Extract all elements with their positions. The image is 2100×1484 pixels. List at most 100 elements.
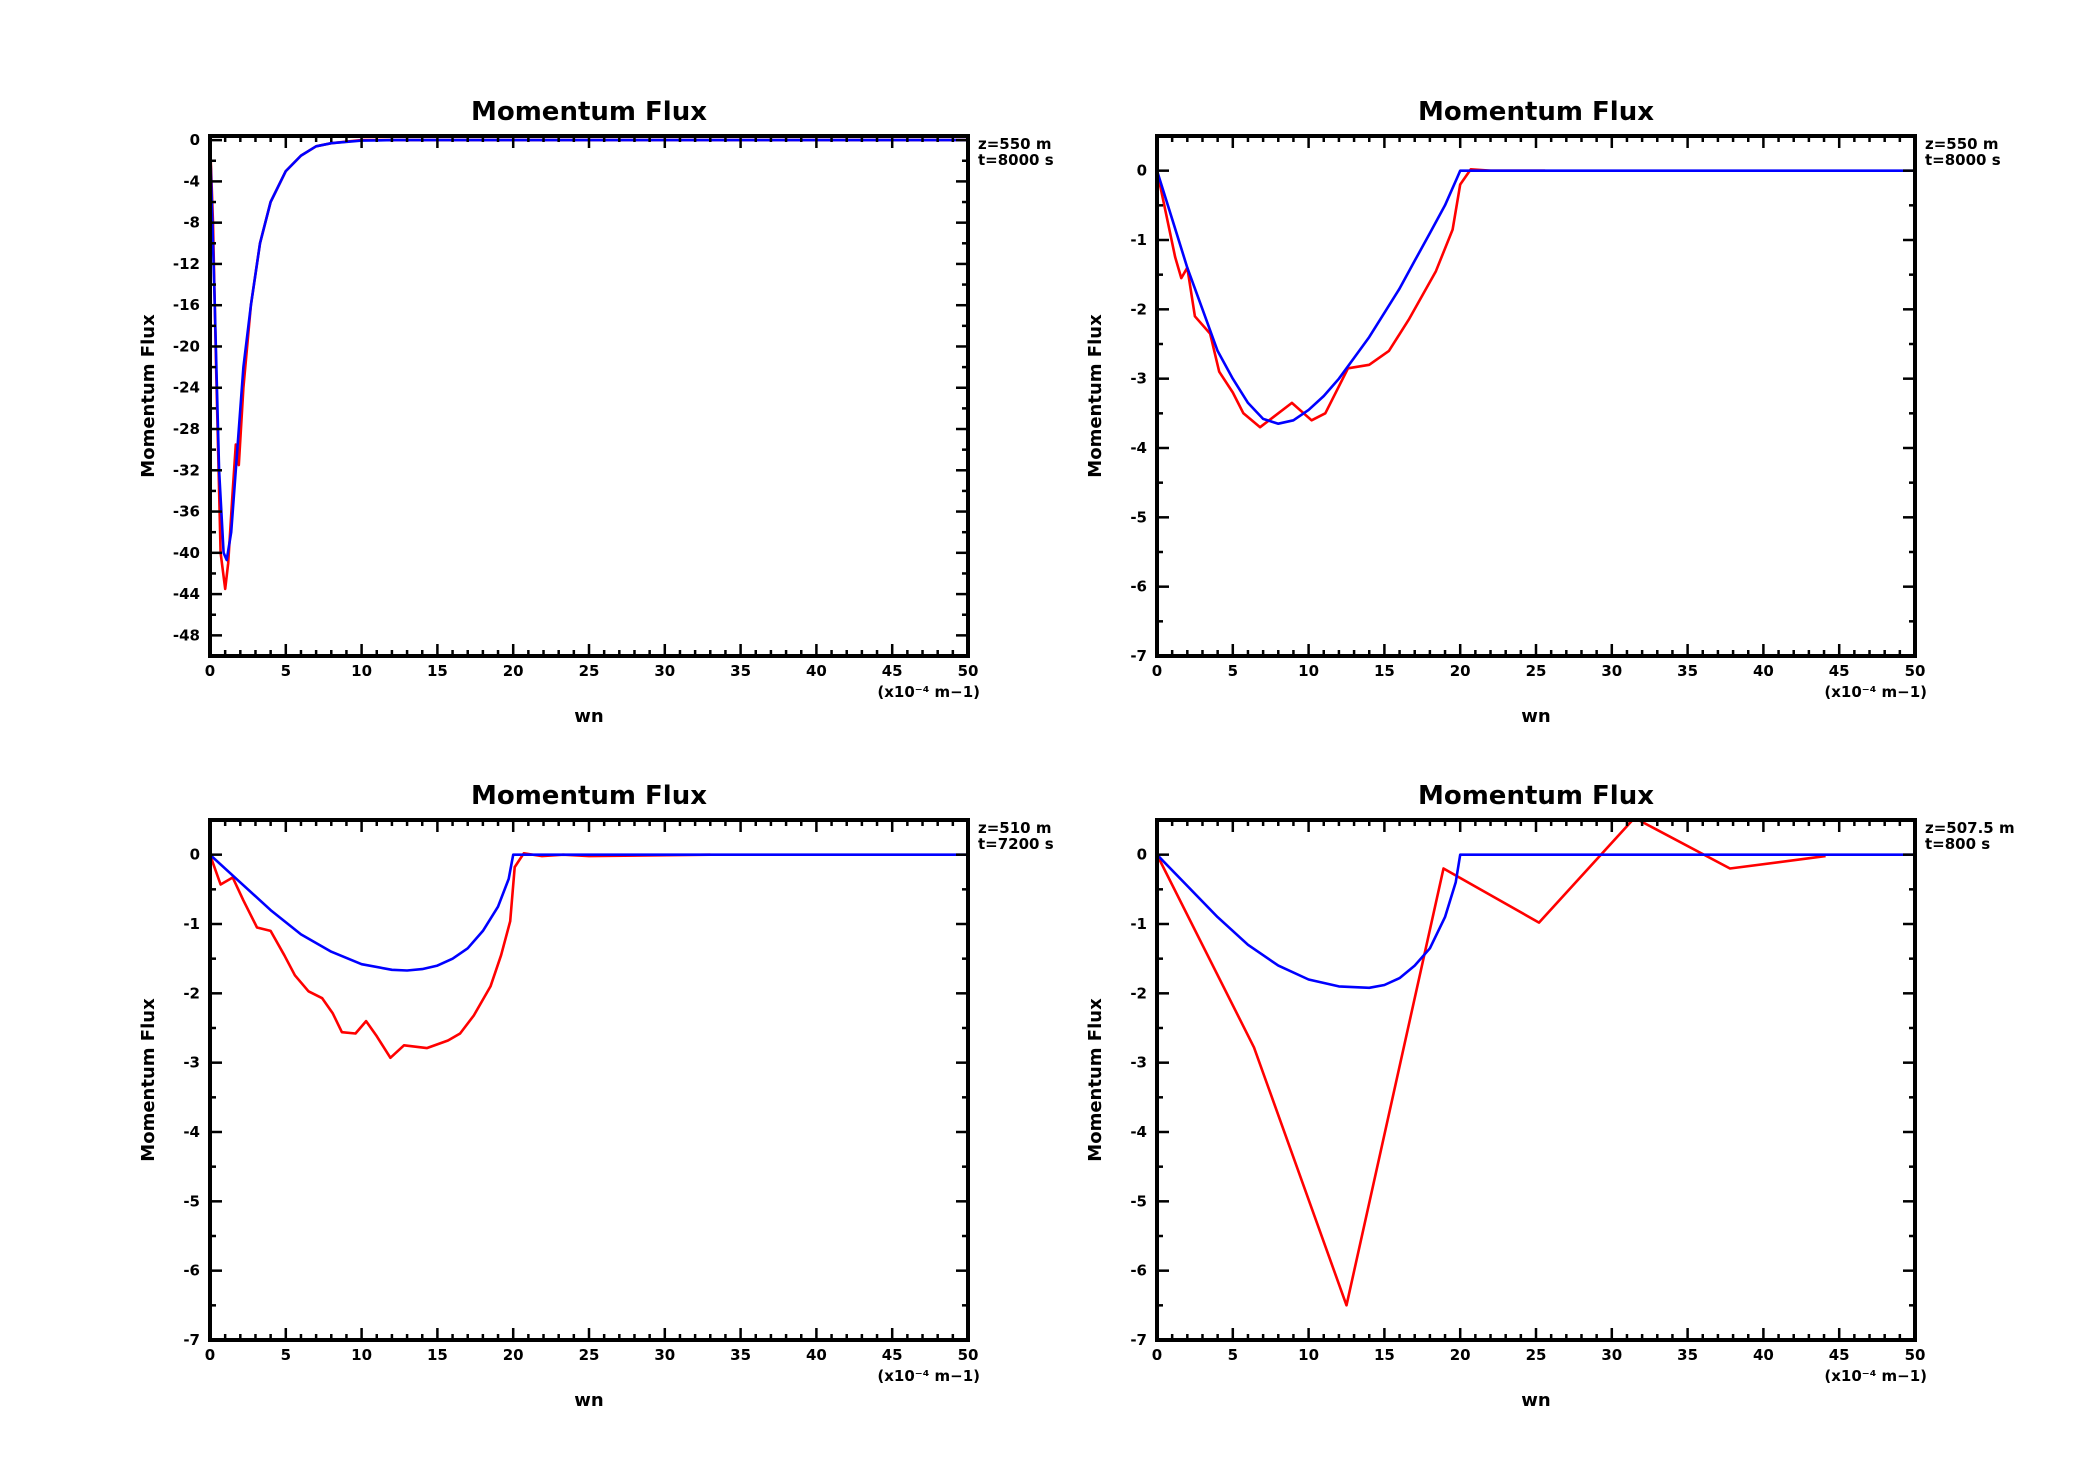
- chart-title: Momentum Flux: [471, 97, 707, 127]
- y-tick-label: -4: [183, 172, 200, 190]
- x-tick-label: 10: [1298, 1346, 1319, 1364]
- series-line-red: [1157, 168, 1546, 429]
- x-tick-label: 25: [579, 662, 600, 680]
- y-tick-label: -1: [1130, 231, 1147, 249]
- annotation-text: t=7200 s: [978, 835, 1054, 853]
- y-tick-label: 0: [1137, 846, 1147, 864]
- x-tick-label: 20: [1450, 662, 1471, 680]
- y-tick-label: 0: [190, 846, 200, 864]
- x-tick-label: 35: [730, 1346, 751, 1364]
- x-tick-label: 10: [351, 1346, 372, 1364]
- annotation-text: z=507.5 m: [1925, 819, 2015, 837]
- x-axis-label: wn: [1521, 706, 1550, 727]
- y-tick-label: -8: [183, 214, 200, 232]
- panel-1: 0 5 10 15 20 25 30 35 40 45 50 0 -4 -8 -12 -16 -20 -24 -28…: [138, 97, 1054, 727]
- y-tick-label: -1: [183, 915, 200, 933]
- annotation-text: z=510 m: [978, 819, 1051, 837]
- series-line-blue: [210, 138, 968, 562]
- series-line-red: [1157, 820, 1826, 1307]
- y-tick-label: -32: [173, 461, 200, 479]
- chart-title: Momentum Flux: [1418, 781, 1654, 811]
- x-axis-label: wn: [574, 1390, 603, 1411]
- y-tick-label: -1: [1130, 915, 1147, 933]
- annotation-text: t=8000 s: [1925, 151, 2001, 169]
- y-tick-label: -44: [173, 585, 200, 603]
- y-tick-label: -3: [183, 1054, 200, 1072]
- y-tick-label: -2: [1130, 984, 1147, 1002]
- x-tick-label: 30: [654, 1346, 675, 1364]
- y-tick-label: -28: [173, 420, 200, 438]
- x-tick-label: 20: [503, 1346, 524, 1364]
- y-tick-label: -3: [1130, 370, 1147, 388]
- x-tick-label: 5: [1228, 662, 1238, 680]
- plot-frame: [208, 134, 970, 658]
- x-tick-label: 0: [1152, 662, 1162, 680]
- panel-2: 0 5 10 15 20 25 30 35 40 45 50 0 -1 -2 -3 -4 -5 -6 -7 Momen…: [1085, 97, 2001, 727]
- y-tick-label: -16: [173, 296, 200, 314]
- y-tick-label: -3: [1130, 1054, 1147, 1072]
- y-tick-label: -4: [1130, 439, 1147, 457]
- series-line-blue: [1157, 169, 1915, 426]
- x-axis-units: (x10⁻⁴ m−1): [877, 683, 980, 701]
- panel-4: 0 5 10 15 20 25 30 35 40 45 50 0 -1 -2 -3 -4 -5 -6 -7 Momen…: [1085, 781, 2015, 1411]
- plot-frame: [1155, 818, 1917, 1342]
- y-tick-label: -6: [1130, 1262, 1147, 1280]
- y-tick-label: -40: [173, 544, 200, 562]
- annotation-text: t=8000 s: [978, 151, 1054, 169]
- x-tick-label: 45: [882, 662, 903, 680]
- x-tick-label: 40: [806, 1346, 827, 1364]
- plot-frame: [208, 818, 970, 1342]
- y-tick-label: -7: [1130, 1331, 1147, 1349]
- y-tick-label: -5: [1130, 508, 1147, 526]
- x-tick-label: 45: [1829, 662, 1850, 680]
- x-tick-label: 35: [730, 662, 751, 680]
- x-tick-label: 10: [351, 662, 372, 680]
- y-tick-label: -4: [1130, 1123, 1147, 1141]
- y-axis-label: Momentum Flux: [138, 314, 159, 478]
- series-line-red: [210, 138, 968, 591]
- x-tick-label: 40: [806, 662, 827, 680]
- x-tick-label: 20: [1450, 1346, 1471, 1364]
- x-tick-label: 50: [1905, 662, 1926, 680]
- chart-title: Momentum Flux: [1418, 97, 1654, 127]
- x-axis-units: (x10⁻⁴ m−1): [877, 1367, 980, 1385]
- x-tick-label: 35: [1677, 1346, 1698, 1364]
- x-axis-units: (x10⁻⁴ m−1): [1824, 683, 1927, 701]
- annotation-text: t=800 s: [1925, 835, 1990, 853]
- x-tick-label: 30: [654, 662, 675, 680]
- x-tick-label: 5: [1228, 1346, 1238, 1364]
- x-tick-label: 25: [579, 1346, 600, 1364]
- x-tick-label: 50: [958, 662, 979, 680]
- x-tick-label: 15: [1374, 662, 1395, 680]
- x-tick-label: 5: [281, 1346, 291, 1364]
- series-line-blue: [210, 853, 968, 972]
- x-tick-label: 15: [427, 1346, 448, 1364]
- x-tick-label: 5: [281, 662, 291, 680]
- x-axis-units: (x10⁻⁴ m−1): [1824, 1367, 1927, 1385]
- y-tick-label: 0: [190, 131, 200, 149]
- x-tick-label: 0: [1152, 1346, 1162, 1364]
- x-tick-label: 15: [1374, 1346, 1395, 1364]
- panel-3: 0 5 10 15 20 25 30 35 40 45 50 0 -1 -2 -3 -4 -5 -6 -7 Momen…: [138, 781, 1054, 1411]
- y-tick-label: -36: [173, 503, 200, 521]
- y-tick-label: -12: [173, 255, 200, 273]
- x-tick-label: 25: [1526, 1346, 1547, 1364]
- x-axis-label: wn: [574, 706, 603, 727]
- y-tick-label: -7: [183, 1331, 200, 1349]
- y-tick-label: -6: [183, 1262, 200, 1280]
- x-tick-label: 30: [1601, 1346, 1622, 1364]
- chart-title: Momentum Flux: [471, 781, 707, 811]
- x-tick-label: 0: [205, 662, 215, 680]
- y-tick-label: -6: [1130, 578, 1147, 596]
- y-axis-label: Momentum Flux: [1085, 314, 1106, 478]
- series-line-blue: [1157, 853, 1915, 990]
- y-tick-label: -7: [1130, 647, 1147, 665]
- y-tick-label: -5: [183, 1192, 200, 1210]
- x-tick-label: 25: [1526, 662, 1547, 680]
- y-tick-label: -2: [183, 984, 200, 1002]
- y-axis-label: Momentum Flux: [1085, 998, 1106, 1162]
- x-tick-label: 40: [1753, 662, 1774, 680]
- x-tick-label: 40: [1753, 1346, 1774, 1364]
- y-tick-label: -5: [1130, 1192, 1147, 1210]
